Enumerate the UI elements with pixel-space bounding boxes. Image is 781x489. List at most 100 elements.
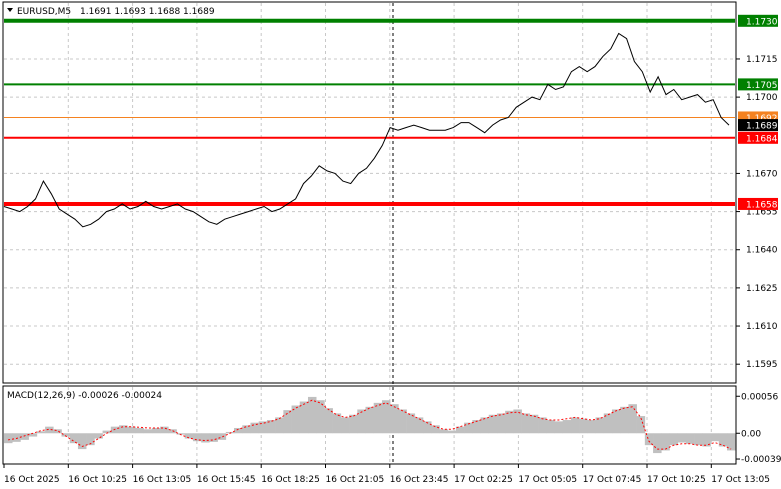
- macd-histogram-bar: [176, 433, 186, 435]
- time-tick-label: 17 Oct 10:25: [647, 475, 706, 485]
- price-series-line: [3, 32, 730, 228]
- macd-histogram-bar: [603, 413, 613, 434]
- chart-header: EURUSD,M5 1.1691 1.1693 1.1688 1.1689: [7, 7, 215, 17]
- macd-histogram-bar: [636, 416, 646, 434]
- macd-histogram-bar: [357, 409, 366, 434]
- macd-histogram-bar: [151, 427, 161, 434]
- macd-histogram-bar: [373, 402, 383, 434]
- time-tick-label: 17 Oct 13:05: [711, 475, 770, 485]
- macd-histogram-bar: [36, 431, 46, 434]
- macd-histogram-bar: [464, 422, 473, 434]
- time-axis: 16 Oct 2025 16 Oct 10:25 16 Oct 13:05 16 Oc…: [3, 464, 770, 485]
- dropdown-triangle-icon[interactable]: [7, 8, 13, 12]
- time-tick-label: 16 Oct 21:05: [326, 475, 385, 485]
- macd-histogram-bar: [677, 433, 687, 443]
- macd-histogram-bar: [529, 414, 539, 434]
- price-tick-label: 1.1715: [746, 55, 778, 65]
- macd-histogram-bar: [398, 409, 407, 434]
- macd-histogram-bar: [710, 433, 720, 442]
- macd-histogram-bar: [102, 430, 112, 434]
- macd-histogram-bar: [611, 409, 621, 434]
- macd-tick-label: -0.00039: [741, 455, 781, 465]
- macd-histogram-bar: [192, 433, 202, 442]
- macd-histogram-bar: [661, 433, 670, 451]
- price-tick-label: 1.1610: [746, 322, 778, 332]
- symbol-info: EURUSD,M5: [17, 7, 71, 17]
- price-level-tag-label: 1.1730: [746, 17, 778, 27]
- price-level-tag-label: 1.1692: [746, 114, 778, 124]
- price-layer: [3, 32, 730, 228]
- macd-histogram-bar: [143, 429, 153, 434]
- macd-histogram-bar: [669, 433, 679, 446]
- macd-histogram-bar: [250, 422, 259, 434]
- macd-histogram-bar: [53, 429, 62, 434]
- macd-histogram-bar: [209, 433, 218, 442]
- macd-histogram-bar: [562, 420, 572, 434]
- price-level-tag-label: 1.1684: [746, 134, 778, 144]
- macd-histogram-bar: [77, 433, 87, 450]
- macd-histogram-bar: [439, 429, 448, 434]
- macd-histogram-bar: [727, 433, 736, 451]
- macd-title: MACD(12,26,9) -0.00026 -0.00024: [7, 391, 162, 401]
- macd-histogram-bar: [718, 433, 728, 447]
- macd-histogram-bar: [12, 433, 21, 442]
- macd-histogram-bar: [488, 414, 498, 434]
- macd-histogram-bar: [694, 433, 703, 446]
- time-tick-label: 17 Oct 05:05: [518, 475, 577, 485]
- macd-histogram-bar: [201, 433, 210, 443]
- time-tick-label: 16 Oct 23:45: [390, 475, 449, 485]
- macd-histogram-bar: [307, 396, 317, 434]
- macd-tick-label: 0.00056: [741, 392, 778, 402]
- time-tick-label: 16 Oct 10:25: [68, 475, 127, 485]
- price-tick-label: 1.1655: [746, 208, 778, 218]
- macd-histogram-bar: [431, 425, 440, 434]
- macd-histogram-bar: [546, 420, 555, 434]
- macd-tick-label: 0.00: [741, 429, 761, 439]
- macd-histogram-bar: [332, 413, 342, 434]
- macd-histogram-bar: [653, 433, 662, 454]
- macd-histogram-bar: [644, 433, 654, 446]
- macd-histogram-bar: [45, 426, 54, 434]
- time-tick-label: 16 Oct 13:05: [133, 475, 192, 485]
- price-level-tag-label: 1.1658: [746, 200, 778, 210]
- macd-histogram-bar: [283, 410, 292, 434]
- macd-histogram-bar: [4, 433, 13, 444]
- macd-histogram-bar: [472, 420, 481, 434]
- macd-histogram-bar: [554, 421, 563, 434]
- macd-layer: [4, 396, 736, 454]
- macd-histogram-bar: [628, 404, 637, 434]
- macd-histogram-bar: [94, 433, 103, 439]
- macd-histogram-bar: [496, 413, 506, 434]
- macd-histogram-bar: [365, 406, 375, 434]
- macd-histogram-bar: [587, 420, 596, 434]
- price-panel-frame: [2, 1, 737, 384]
- macd-histogram-bar: [570, 417, 580, 434]
- price-level-tag: [738, 197, 778, 210]
- price-levels: [4, 18, 735, 206]
- macd-histogram-bar: [340, 417, 350, 434]
- macd-histogram-bar: [406, 413, 416, 434]
- macd-histogram-bar: [579, 418, 588, 434]
- price-level-tag-label: 1.1705: [746, 81, 778, 91]
- price-level-tag: [738, 131, 778, 144]
- macd-axis: 0.00056 0.00 -0.00039: [736, 392, 781, 465]
- time-tick-label: 16 Oct 2025: [4, 475, 60, 485]
- macd-histogram-bar: [595, 417, 605, 434]
- macd-histogram-bar: [381, 400, 391, 434]
- price-axis: 1.1715 1.1700 1.1670 1.1655 1.1640 1.1625 1.16…: [736, 14, 778, 370]
- time-tick-label: 17 Oct 07:45: [583, 475, 642, 485]
- macd-histogram-bar: [349, 414, 358, 434]
- macd-histogram-bar: [538, 417, 547, 434]
- macd-histogram-bar: [234, 427, 243, 434]
- price-level-tag: [738, 119, 778, 132]
- price-tick-label: 1.1670: [746, 169, 778, 179]
- macd-histogram-bar: [184, 433, 194, 439]
- price-tick-label: 1.1700: [746, 93, 778, 103]
- macd-histogram-bar: [620, 406, 629, 434]
- ohlc-values: 1.1691 1.1693 1.1688 1.1689: [80, 7, 215, 17]
- macd-histogram-bar: [423, 421, 432, 434]
- macd-histogram-bar: [513, 409, 522, 434]
- macd-histogram-bar: [702, 433, 711, 447]
- macd-histogram-bar: [447, 430, 457, 434]
